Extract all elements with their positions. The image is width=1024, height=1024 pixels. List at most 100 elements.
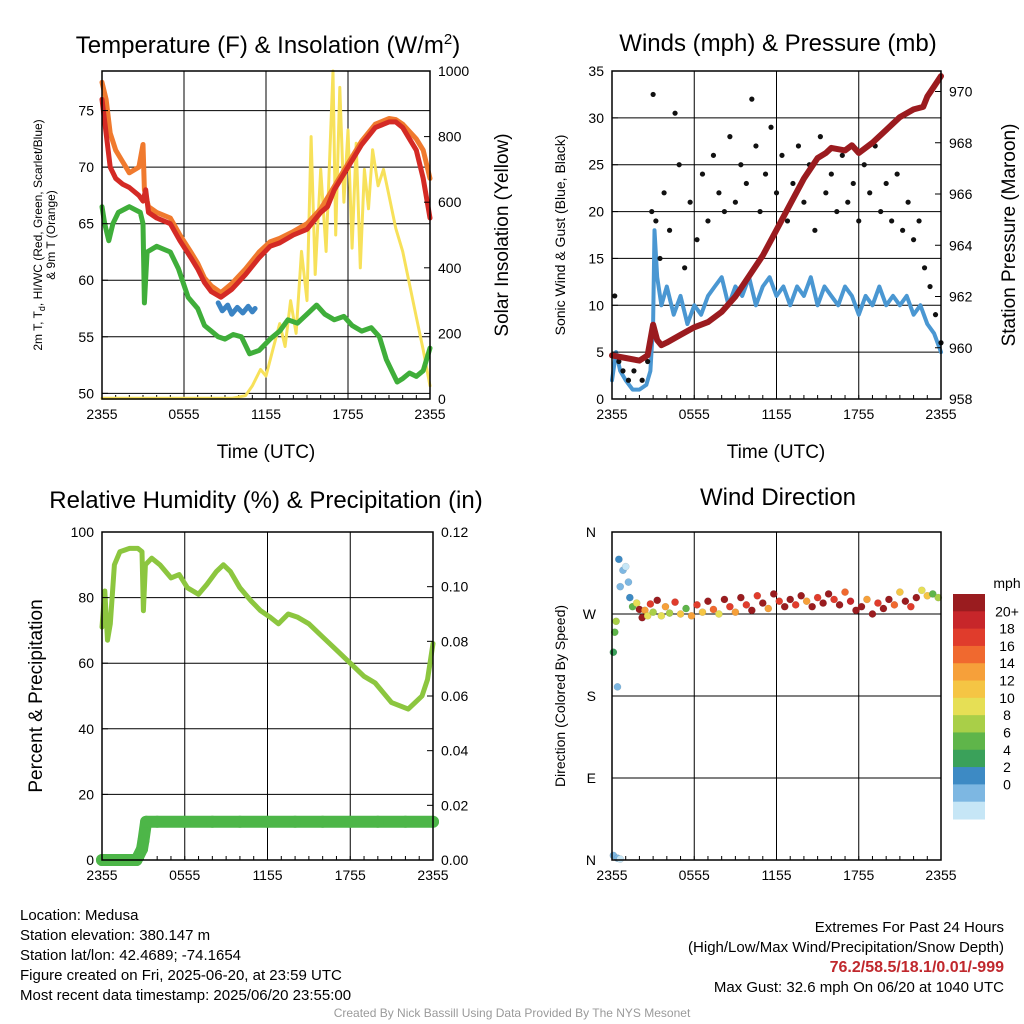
direction-tick-label: E — [587, 770, 596, 786]
temperature-ylabel: 2m T, Td, HI/WC (Red, Green, Scarlet/Blu… — [31, 119, 58, 350]
direction-point — [731, 608, 740, 617]
colorbar-label: 14 — [999, 655, 1015, 671]
gust-point — [666, 227, 673, 233]
y2-tick-label: 970 — [949, 84, 973, 100]
gust-point — [721, 208, 728, 215]
precipitation-point — [151, 815, 164, 828]
x-tick-label: 1155 — [252, 867, 282, 883]
colorbar-swatch — [953, 749, 985, 768]
direction-point — [775, 597, 784, 606]
direction-point — [912, 593, 921, 602]
gust-point — [910, 237, 917, 243]
y-tick-label: 5 — [596, 344, 604, 360]
direction-point — [649, 608, 657, 617]
gust-point — [625, 377, 632, 383]
gust-point — [834, 208, 840, 215]
x-tick-label: 0555 — [679, 867, 710, 883]
direction-point — [632, 599, 641, 607]
gust-point — [699, 171, 706, 177]
humidity-y2-ticks: 0.00 0.02 0.04 0.06 0.08 0.10 0.12 — [427, 524, 468, 868]
precipitation-point — [371, 815, 384, 828]
gust-point — [861, 162, 867, 168]
gust-point — [682, 265, 688, 271]
station-elevation: Station elevation: 380.147 m — [20, 927, 211, 944]
series-2m-t-red- — [99, 96, 433, 300]
winds-ylabel: Sonic Wind & Gust (Blue, Black) — [552, 135, 568, 336]
gust-point — [650, 91, 656, 98]
winds-y2-ticks: 958 960 962 964 966 968 970 — [935, 84, 973, 407]
y2-tick-label: 200 — [438, 325, 462, 341]
colorbar-label: 12 — [999, 673, 1015, 689]
gust-point — [743, 180, 749, 187]
temperature-x-ticks: 2355 0555 1155 1755 2355 — [86, 406, 445, 422]
direction-point — [657, 611, 666, 620]
gust-point — [889, 218, 895, 224]
winds-y2label: Station Pressure (Maroon) — [999, 124, 1020, 347]
max-gust: Max Gust: 32.6 mph On 06/20 at 1040 UTC — [713, 979, 1004, 996]
y2-tick-label: 0.10 — [441, 579, 468, 595]
y2-tick-label: 960 — [949, 340, 973, 356]
precipitation-point — [261, 815, 274, 828]
y2-tick-label: 0.00 — [441, 852, 468, 868]
station-location: Location: Medusa — [20, 907, 139, 924]
direction-title: Wind Direction — [700, 484, 856, 511]
gust-point — [727, 134, 733, 140]
direction-point — [742, 601, 751, 609]
y-tick-label: 0 — [86, 852, 94, 868]
gust-point — [784, 218, 791, 224]
station-pressure-line — [609, 73, 944, 364]
y2-tick-label: 0.06 — [441, 688, 468, 704]
direction-point — [896, 588, 904, 596]
winds-panel: Winds (mph) & Pressure (mb) 0 5 10 15 20 25 30… — [552, 30, 1020, 463]
direction-point — [621, 562, 630, 571]
humidity-y-ticks: 0 20 40 60 80 100 — [71, 524, 108, 868]
y2-tick-label: 0.04 — [441, 743, 468, 759]
direction-tick-label: N — [586, 524, 596, 540]
direction-series — [609, 555, 943, 863]
gust-point — [927, 283, 933, 290]
direction-point — [715, 610, 723, 618]
y-tick-label: 75 — [78, 103, 94, 119]
direction-point — [612, 617, 620, 626]
y-tick-label: 15 — [588, 250, 604, 266]
direction-point — [885, 595, 893, 604]
x-tick-label: 1755 — [332, 406, 363, 422]
gust-point — [757, 208, 763, 215]
x-tick-label: 1755 — [843, 406, 874, 422]
y-tick-label: 40 — [78, 721, 94, 737]
temperature-ylabel-subscript: d — [37, 306, 47, 311]
temperature-y2-ticks: 0 200 400 600 800 1000 — [424, 63, 469, 407]
x-tick-label: 0555 — [679, 406, 710, 422]
y-tick-label: 55 — [78, 329, 94, 345]
gust-point — [845, 199, 851, 205]
colorbar-unit: mph — [993, 575, 1020, 591]
figure-created: Figure created on Fri, 2025-06-20, at 23… — [20, 967, 342, 984]
y-tick-label: 0 — [596, 391, 604, 407]
y2-tick-label: 400 — [438, 260, 462, 276]
y-tick-label: 35 — [588, 63, 604, 79]
y2-tick-label: 1000 — [438, 63, 469, 79]
direction-point — [868, 610, 877, 618]
y-tick-label: 80 — [78, 590, 94, 606]
gust-point — [823, 190, 829, 196]
direction-grid — [611, 531, 942, 861]
direction-tick-label: N — [586, 852, 596, 868]
y-tick-label: 60 — [78, 655, 94, 671]
gust-point — [795, 143, 802, 149]
y2-tick-label: 964 — [949, 237, 973, 253]
precipitation-point — [399, 815, 412, 828]
winds-x-ticks: 2355 0555 1155 1755 2355 — [596, 406, 956, 422]
gust-point — [932, 312, 939, 318]
colorbar-swatch — [953, 732, 985, 751]
colorbar-swatch — [953, 801, 985, 820]
colorbar-swatch — [953, 611, 985, 630]
x-tick-label: 0555 — [168, 406, 199, 422]
gust-point — [631, 368, 637, 374]
extremes-title: Extremes For Past 24 Hours — [814, 919, 1004, 936]
gust-point — [921, 265, 928, 271]
direction-point — [609, 648, 618, 657]
y2-tick-label: 800 — [438, 129, 462, 145]
